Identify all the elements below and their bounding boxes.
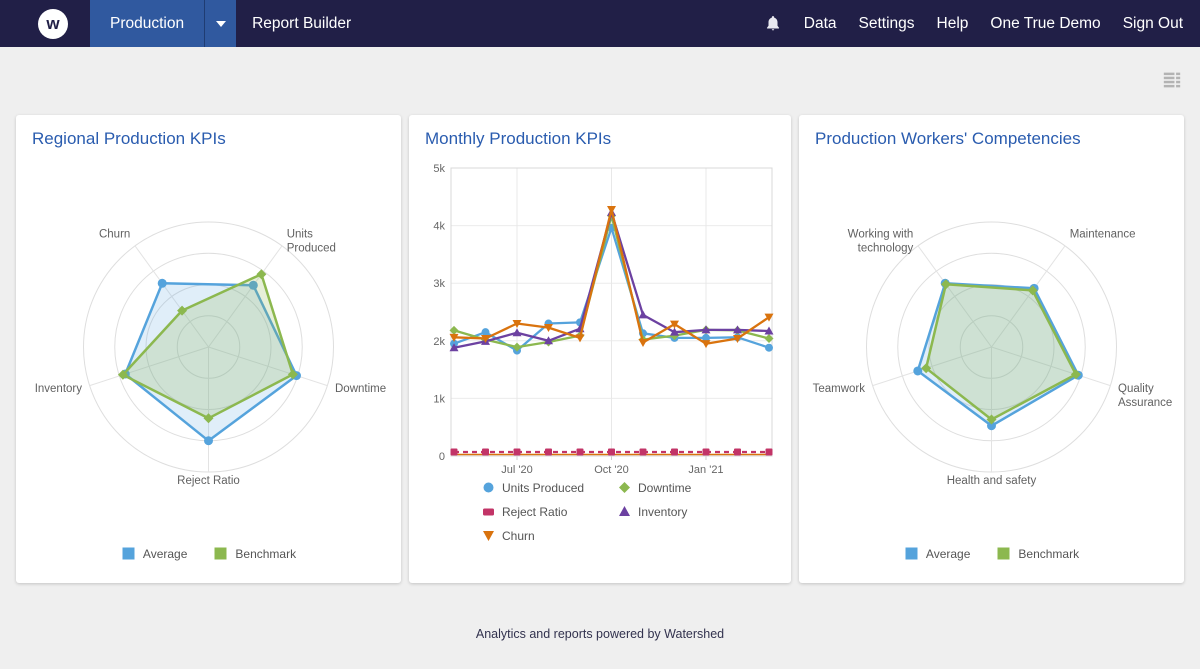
chart-legend: Average Benchmark	[16, 546, 401, 561]
top-navbar: w Production Report Builder Data Setting…	[0, 0, 1200, 47]
nav-item-settings[interactable]: Settings	[859, 15, 915, 33]
legend-label: Inventory	[638, 505, 687, 519]
swatch-marker-icon	[996, 546, 1011, 561]
svg-text:Churn: Churn	[99, 228, 130, 240]
card-title: Regional Production KPIs	[32, 129, 226, 149]
nav-item-help[interactable]: Help	[937, 15, 969, 33]
monthly-kpis-line-chart: Jul '20 Oct '20 Jan '21 0 1k 2k 3k 4k 5k	[425, 160, 775, 474]
powered-by-footer: Analytics and reports powered by Watersh…	[0, 627, 1200, 641]
legend-item-churn[interactable]: Churn	[481, 528, 599, 543]
legend-label: Benchmark	[1018, 547, 1079, 561]
circle-marker-icon	[481, 480, 496, 495]
legend-label: Benchmark	[235, 547, 296, 561]
svg-text:technology: technology	[858, 242, 914, 254]
legend-label: Churn	[502, 529, 535, 543]
list-icon	[1162, 71, 1182, 89]
notifications-bell-icon[interactable]	[764, 14, 782, 33]
logo-letter: w	[46, 14, 59, 34]
svg-text:Jul '20: Jul '20	[501, 464, 532, 474]
nav-item-sign-out[interactable]: Sign Out	[1123, 15, 1183, 33]
svg-text:Downtime: Downtime	[335, 383, 386, 395]
svg-text:3k: 3k	[433, 278, 445, 290]
legend-label: Average	[926, 547, 970, 561]
product-menu-label: Production	[90, 0, 204, 47]
card-monthly-production-kpis: Monthly Production KPIs Jul '20 Oct '20 Ja…	[409, 115, 791, 583]
svg-text:0: 0	[439, 451, 445, 463]
svg-text:Health and safety: Health and safety	[947, 475, 1037, 487]
svg-text:Reject Ratio: Reject Ratio	[177, 475, 240, 487]
card-title: Production Workers' Competencies	[815, 129, 1081, 149]
legend-label: Downtime	[638, 481, 691, 495]
list-view-toggle-button[interactable]	[1162, 71, 1182, 94]
legend-label: Units Produced	[502, 481, 584, 495]
svg-text:Inventory: Inventory	[35, 383, 83, 395]
svg-text:Working with: Working with	[848, 228, 914, 240]
triangle-up-marker-icon	[617, 504, 632, 519]
legend-item-average[interactable]: Average	[904, 546, 970, 561]
svg-text:4k: 4k	[433, 221, 445, 233]
product-menu-caret[interactable]	[204, 0, 236, 47]
regional-kpis-radar-chart: Units Produced Downtime Reject Ratio Invento…	[16, 165, 401, 561]
svg-text:5k: 5k	[433, 163, 445, 175]
card-production-workers-competencies: Production Workers' Competencies Mainten…	[799, 115, 1184, 583]
triangle-down-marker-icon	[481, 528, 496, 543]
legend-item-average[interactable]: Average	[121, 546, 187, 561]
nav-item-report-builder[interactable]: Report Builder	[252, 15, 351, 33]
watershed-logo[interactable]: w	[38, 9, 68, 39]
diamond-marker-icon	[617, 480, 632, 495]
card-regional-production-kpis: Regional Production KPIs Units Produced Do…	[16, 115, 401, 583]
navbar-left: w Production Report Builder	[0, 0, 351, 47]
competencies-radar-chart: Maintenance Quality Assurance Health and sa…	[799, 165, 1184, 561]
legend-label: Reject Ratio	[502, 505, 567, 519]
swatch-marker-icon	[213, 546, 228, 561]
svg-text:Produced: Produced	[287, 242, 336, 254]
svg-text:Jan '21: Jan '21	[688, 464, 723, 474]
chart-legend: Units Produced Downtime Reject Ratio Invent…	[481, 480, 735, 543]
legend-item-units-produced[interactable]: Units Produced	[481, 480, 599, 495]
nav-item-account[interactable]: One True Demo	[990, 15, 1100, 33]
chart-legend: Average Benchmark	[799, 546, 1184, 561]
svg-text:Teamwork: Teamwork	[813, 383, 866, 395]
navbar-right: Data Settings Help One True Demo Sign Ou…	[764, 14, 1200, 33]
swatch-marker-icon	[904, 546, 919, 561]
chevron-down-icon	[216, 21, 226, 27]
svg-text:Assurance: Assurance	[1118, 397, 1172, 409]
swatch-marker-icon	[121, 546, 136, 561]
legend-item-benchmark[interactable]: Benchmark	[996, 546, 1079, 561]
legend-item-downtime[interactable]: Downtime	[617, 480, 735, 495]
legend-item-benchmark[interactable]: Benchmark	[213, 546, 296, 561]
svg-text:2k: 2k	[433, 336, 445, 348]
legend-item-reject-ratio[interactable]: Reject Ratio	[481, 504, 599, 519]
bell-icon	[764, 14, 782, 33]
legend-label: Average	[143, 547, 187, 561]
legend-item-inventory[interactable]: Inventory	[617, 504, 735, 519]
svg-text:1k: 1k	[433, 393, 445, 405]
dashboard-main: Regional Production KPIs Units Produced Do…	[0, 47, 1200, 669]
card-title: Monthly Production KPIs	[425, 129, 611, 149]
square-marker-icon	[481, 504, 496, 519]
svg-text:Oct '20: Oct '20	[594, 464, 629, 474]
svg-text:Maintenance: Maintenance	[1070, 228, 1136, 240]
nav-item-data[interactable]: Data	[804, 15, 837, 33]
svg-text:Units: Units	[287, 228, 313, 240]
svg-text:Quality: Quality	[1118, 383, 1154, 395]
product-menu-button[interactable]: Production	[90, 0, 236, 47]
